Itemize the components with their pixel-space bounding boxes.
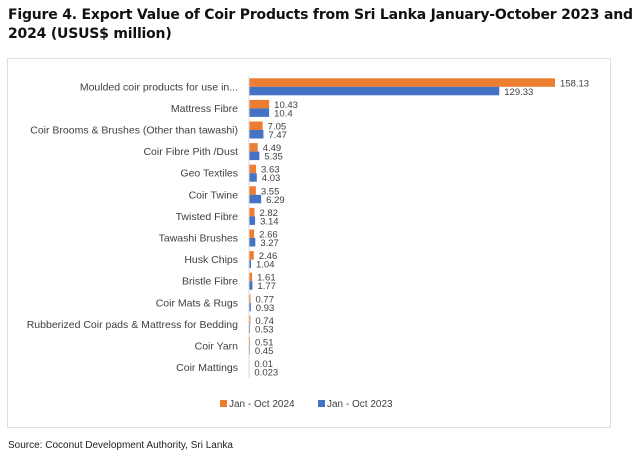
bar-2023 — [249, 86, 500, 96]
category-label: Coir Twine — [189, 189, 239, 201]
legend: Jan - Oct 2024 Jan - Oct 2023 — [220, 399, 393, 410]
category-label: Coir Mats & Rugs — [156, 297, 238, 309]
category-label: Geo Textiles — [180, 168, 238, 180]
value-label-2024: 0.74 — [255, 316, 274, 327]
value-label-2023: 3.14 — [260, 216, 279, 227]
bar-2024 — [249, 186, 256, 195]
value-label-2023: 6.29 — [266, 195, 285, 206]
bar-2023 — [249, 324, 251, 333]
value-label-2024: 4.49 — [263, 143, 282, 154]
bars — [249, 78, 555, 377]
legend-swatch-2023 — [318, 400, 325, 407]
category-labels: Moulded coir products for use in... Mattr… — [27, 81, 238, 374]
value-label-2024: 3.63 — [261, 165, 280, 176]
source-note: Source: Coconut Development Authority, S… — [8, 440, 233, 451]
value-label-2023: 0.53 — [255, 324, 274, 335]
value-label-2024: 2.66 — [259, 230, 278, 241]
value-label-2024: 0.77 — [255, 294, 274, 305]
value-label-2023: 3.27 — [260, 238, 279, 249]
value-label-2024: 158.13 — [560, 78, 589, 89]
legend-label-2024: Jan - Oct 2024 — [229, 399, 295, 410]
value-label-2024: 10.43 — [274, 100, 298, 111]
bar-2024 — [249, 229, 255, 238]
value-label-2023: 7.47 — [268, 130, 287, 141]
bar-2024 — [249, 315, 251, 325]
value-label-2023: 0.023 — [254, 368, 278, 379]
category-label: Mattress Fibre — [171, 103, 238, 115]
category-label: Bristle Fibre — [182, 276, 238, 288]
legend-swatch-2024 — [220, 400, 227, 407]
category-label: Rubberized Coir pads & Mattress for Bedd… — [27, 319, 238, 331]
category-label: Coir Mattings — [176, 362, 238, 374]
value-label-2023: 129.33 — [504, 87, 533, 98]
bar-2024 — [249, 207, 255, 217]
chart-area — [7, 58, 611, 428]
bar-2023 — [249, 238, 256, 247]
category-label: Twisted Fibre — [176, 211, 239, 223]
bar-2023 — [249, 259, 252, 269]
value-label-2024: 2.46 — [259, 251, 278, 262]
bar-2024 — [249, 272, 253, 282]
bar-2023 — [249, 302, 251, 312]
value-label-2023: 10.4 — [274, 108, 293, 119]
bar-2023 — [249, 216, 256, 225]
value-label-2024: 0.51 — [255, 338, 274, 349]
category-label: Moulded coir products for use in... — [80, 81, 238, 93]
legend-label-2023: Jan - Oct 2023 — [327, 399, 393, 410]
value-label-2023: 0.45 — [255, 346, 273, 357]
bar-2023 — [249, 281, 253, 290]
category-label: Coir Yarn — [195, 341, 239, 353]
bar-2023 — [249, 108, 270, 117]
bar-2023 — [249, 130, 264, 139]
bar-2023 — [249, 151, 260, 161]
bar-2024 — [249, 143, 258, 152]
bar-2023 — [249, 173, 257, 182]
value-label-2023: 5.35 — [264, 152, 283, 163]
bar-2024 — [249, 294, 251, 303]
figure-title: Figure 4. Export Value of Coir Products … — [8, 7, 633, 42]
value-label-2023: 0.93 — [256, 303, 275, 314]
category-label: Coir Brooms & Brushes (Other than tawash… — [30, 125, 238, 137]
value-label-2024: 2.82 — [259, 208, 278, 219]
bar-2024 — [249, 164, 257, 174]
value-label-2023: 4.03 — [262, 173, 281, 184]
category-label: Coir Fibre Pith /Dust — [143, 146, 238, 158]
value-label-2024: 1.61 — [257, 273, 276, 284]
bar-2023 — [249, 194, 262, 204]
bar-2024 — [249, 121, 263, 130]
bar-2024 — [249, 99, 270, 109]
category-label: Tawashi Brushes — [159, 233, 238, 245]
bar-2024 — [249, 251, 254, 260]
bar-2024 — [249, 78, 555, 87]
value-label-2024: 3.55 — [261, 186, 280, 197]
value-label-2024: 0.01 — [254, 359, 273, 370]
category-label: Husk Chips — [184, 254, 238, 266]
value-label-2024: 7.05 — [268, 122, 287, 133]
value-label-2023: 1.04 — [256, 260, 275, 271]
value-label-2023: 1.77 — [257, 281, 276, 292]
